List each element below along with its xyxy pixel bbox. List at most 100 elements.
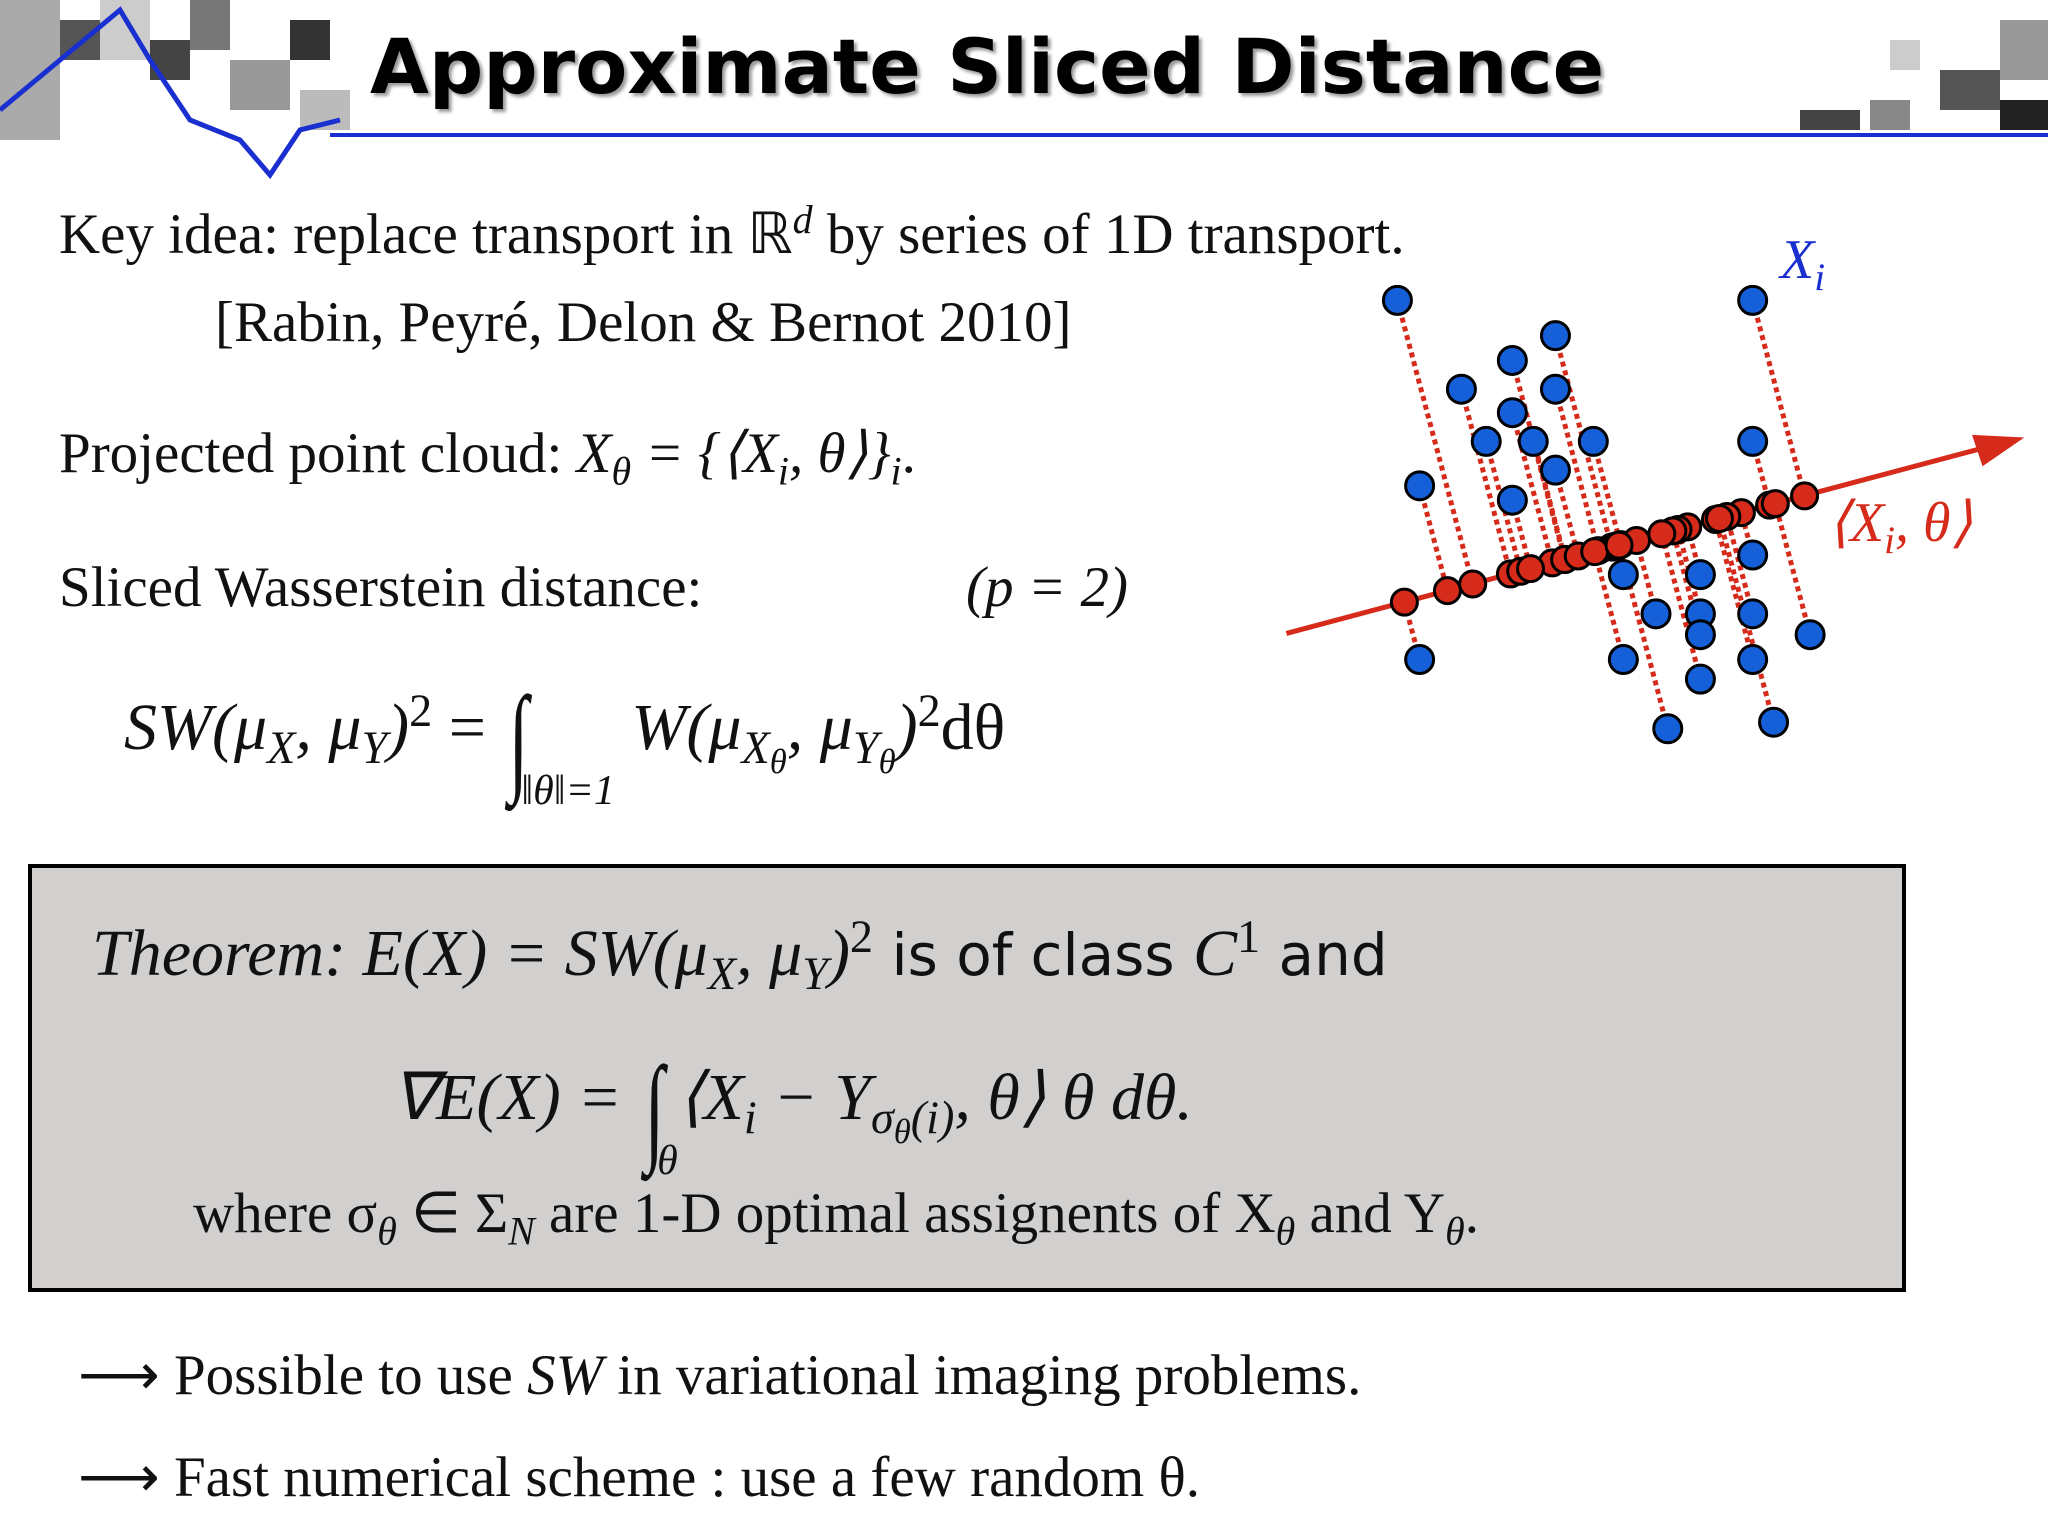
math: i — [1884, 519, 1895, 563]
math: ) — [827, 917, 850, 990]
theorem-box — [28, 864, 1906, 1292]
formula: SW(μX, μY)2 = ∫‖θ‖=1 W(μXθ, μYθ)2dθ — [124, 670, 1005, 815]
reference: [Rabin, Peyré, Delon & Bernot 2010] — [215, 291, 1072, 354]
projection-line — [1713, 518, 1756, 661]
projected-point — [1704, 503, 1734, 533]
points-label: Xi — [1780, 228, 1825, 300]
point — [1737, 539, 1769, 571]
point — [1737, 284, 1769, 316]
math: ) — [895, 691, 918, 764]
math: N — [508, 1208, 535, 1254]
text: Theorem: — [92, 917, 347, 990]
math: dθ — [940, 691, 1006, 764]
text: Projected point cloud: — [59, 422, 577, 485]
math: θ — [657, 1137, 678, 1184]
theorem-statement: Theorem: E(X) = SW(μX, μY)2 is of class … — [92, 910, 1388, 1000]
projection-line — [1530, 440, 1568, 561]
projection-line — [1509, 412, 1555, 564]
conclusion: ⟶ Fast numerical scheme : use a few rand… — [78, 1444, 1200, 1510]
point — [1496, 344, 1528, 376]
projected-point — [1760, 489, 1790, 519]
projected-point — [1432, 576, 1462, 606]
math: X — [741, 722, 770, 774]
math: X — [1780, 229, 1815, 291]
projection-figure — [1285, 284, 2025, 745]
projection-line — [1750, 299, 1807, 497]
projection-line — [1553, 469, 1581, 557]
direction-arrowhead — [1972, 434, 2025, 467]
point — [1758, 706, 1790, 738]
slide-title: Approximate Sliced Distance — [370, 22, 1605, 111]
header-curve — [0, 6, 341, 180]
math: , θ⟩ — [1894, 492, 1973, 554]
projection-line — [1592, 550, 1626, 661]
math: θ — [1275, 1208, 1296, 1254]
math: i — [1814, 256, 1826, 300]
key-idea: Key idea: replace transport in ℝd by ser… — [59, 196, 1405, 267]
integral: ∫ — [644, 1042, 665, 1175]
math: , μ — [295, 691, 362, 764]
projected-point — [1516, 554, 1546, 584]
math: X — [707, 948, 737, 1000]
point — [1381, 284, 1413, 316]
math: d — [792, 197, 813, 242]
projected-point — [1604, 530, 1634, 560]
math: θ — [878, 743, 896, 782]
math: 2 — [409, 685, 433, 736]
point — [1539, 373, 1571, 405]
text: Key idea: replace transport in — [59, 203, 748, 266]
projected-point — [1458, 569, 1488, 599]
math: X — [267, 722, 296, 774]
projected: Projected point cloud: Xθ = {⟨Xi, θ⟩}i. — [59, 420, 916, 494]
text: ⟶ Fast numerical scheme : use a few rand… — [78, 1446, 1201, 1509]
math: ∇E(X) = — [392, 1061, 639, 1134]
point — [1684, 663, 1716, 695]
text: ⟶ Possible to use — [78, 1344, 528, 1407]
point — [1737, 598, 1769, 630]
point — [1445, 373, 1477, 405]
point — [1737, 425, 1769, 457]
math: θ — [769, 743, 787, 782]
math: C — [1192, 917, 1238, 990]
projection-label: ⟨Xi, θ⟩ — [1828, 490, 1972, 563]
theorem-where: where σθ ∈ ΣN are 1-D optimal assignents… — [193, 1180, 1479, 1254]
point — [1404, 470, 1436, 502]
projection-line — [1675, 528, 1703, 615]
projection-line — [1553, 388, 1601, 552]
text: in variational imaging problems. — [603, 1344, 1362, 1407]
projection-line — [1772, 502, 1813, 636]
sliced-label: Sliced Wasserstein distance: — [59, 556, 703, 619]
point — [1684, 559, 1716, 591]
projected-point — [1389, 587, 1419, 617]
projected-point — [1580, 537, 1610, 567]
math: ‖θ‖=1 — [521, 767, 615, 814]
math: Y — [852, 722, 879, 774]
math: SW(μ — [124, 691, 268, 764]
math: i — [890, 448, 902, 494]
point — [1517, 425, 1549, 457]
math: θ — [1445, 1208, 1465, 1254]
math: , θ⟩} — [789, 422, 891, 485]
text: ∈ Σ — [396, 1182, 509, 1245]
math: 2 — [849, 911, 874, 962]
projected-point — [1790, 481, 1820, 511]
point — [1470, 425, 1502, 457]
math: ) — [387, 691, 410, 764]
point — [1794, 619, 1826, 651]
math: , μ — [786, 691, 853, 764]
integral: ∫ — [509, 672, 529, 805]
math: θ — [611, 448, 632, 494]
text: is of class — [873, 921, 1193, 989]
math: W(μ — [614, 691, 742, 764]
point — [1539, 320, 1571, 352]
math: 2 — [917, 685, 941, 736]
point — [1496, 397, 1528, 429]
point — [1577, 425, 1609, 457]
point — [1684, 619, 1716, 651]
math: = {⟨X — [631, 422, 778, 485]
point — [1404, 644, 1436, 676]
projection-line — [1458, 388, 1513, 575]
math: i — [777, 448, 790, 494]
